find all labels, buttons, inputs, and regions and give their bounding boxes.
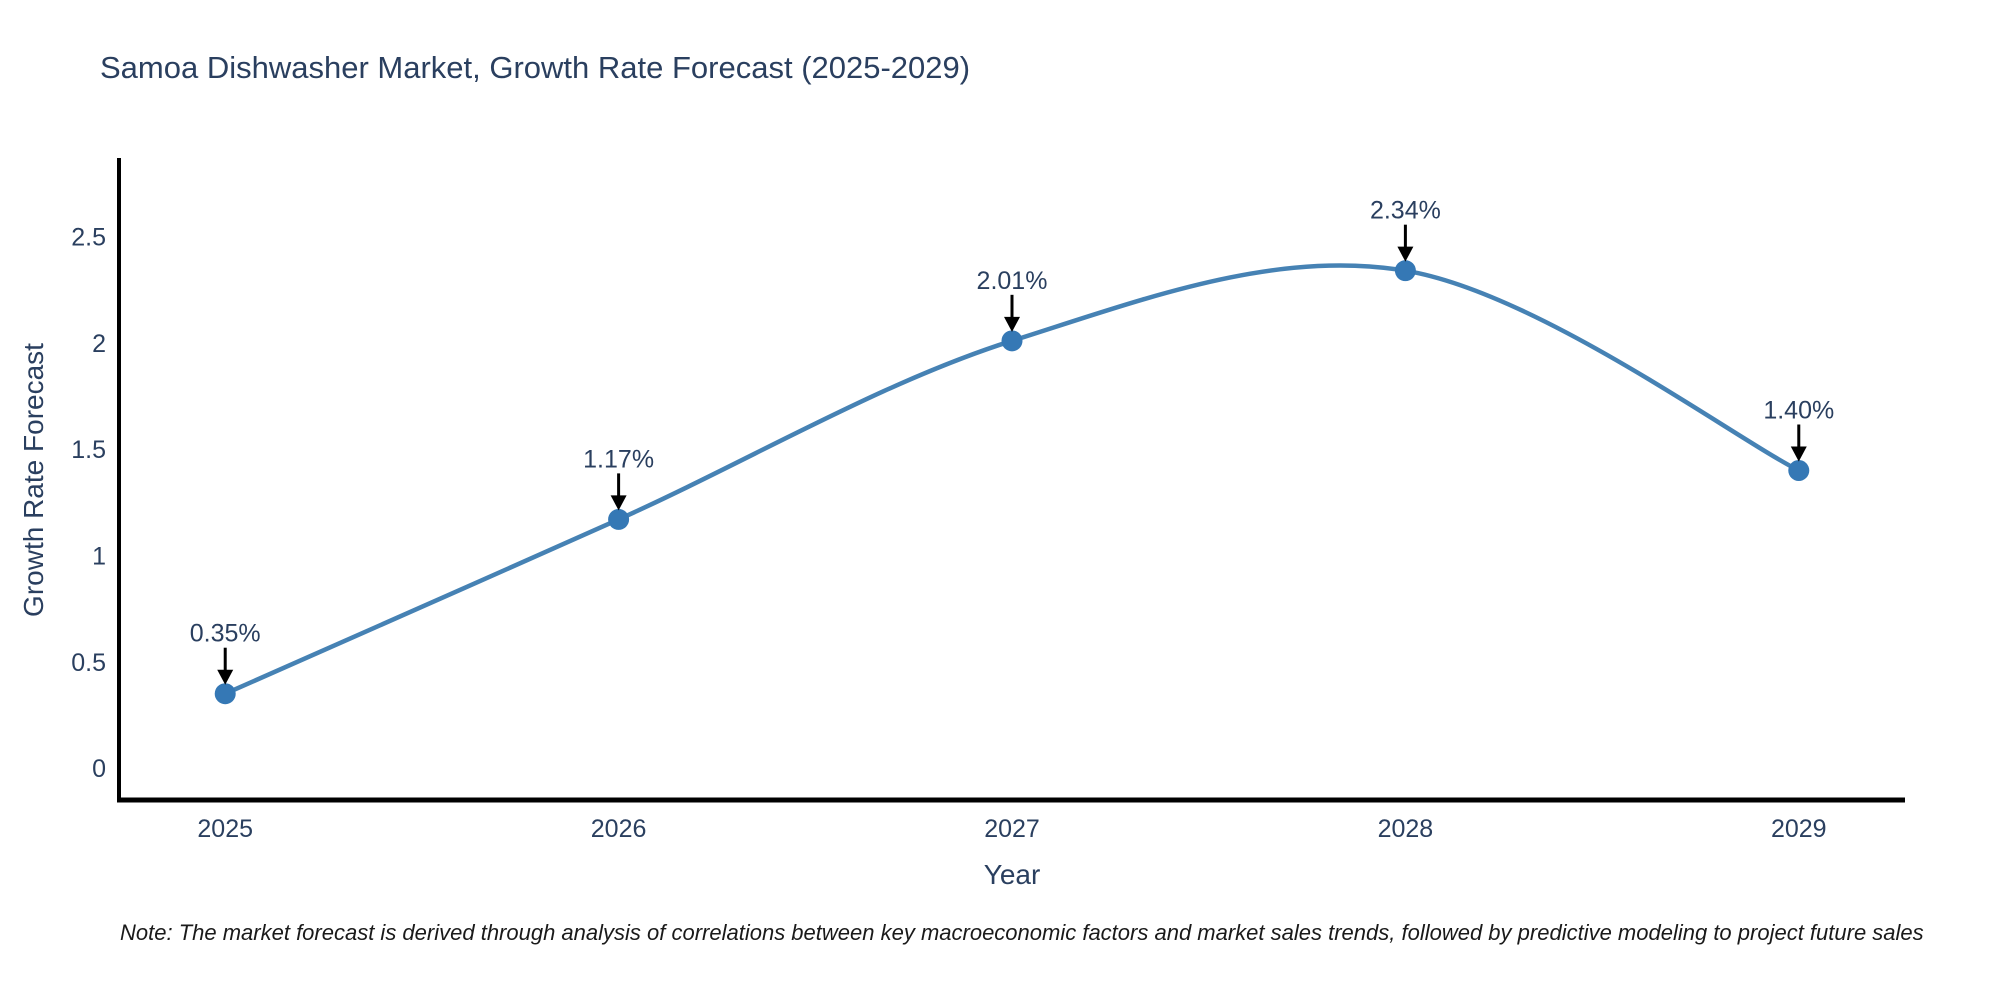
x-tick-label: 2029 [1771, 815, 1827, 843]
x-tick-label: 2026 [591, 815, 647, 843]
data-point-label: 0.35% [190, 620, 261, 648]
y-tick-label: 2.5 [71, 224, 106, 252]
data-point-label: 1.40% [1763, 396, 1834, 424]
x-axis-title: Year [983, 859, 1041, 890]
chart-title: Samoa Dishwasher Market, Growth Rate For… [100, 50, 971, 85]
data-point-label: 2.34% [1370, 197, 1441, 225]
y-tick-label: 0.5 [71, 649, 106, 677]
annotation-arrowhead [1790, 446, 1807, 462]
annotation-arrowhead [1397, 246, 1414, 262]
data-point-marker [1394, 260, 1416, 282]
annotation-arrowhead [217, 669, 234, 685]
data-point-label: 1.17% [583, 445, 654, 473]
data-point-marker [214, 683, 236, 705]
data-point-label: 2.01% [977, 267, 1048, 295]
data-point-marker [1788, 459, 1810, 481]
y-tick-label: 1.5 [71, 436, 106, 464]
y-tick-label: 1 [92, 543, 106, 571]
annotation-arrowhead [1004, 316, 1020, 332]
footnote: Note: The market forecast is derived thr… [120, 920, 1924, 945]
data-point-marker [1001, 330, 1023, 352]
x-tick-label: 2027 [984, 815, 1040, 843]
y-tick-label: 0 [92, 755, 106, 783]
data-point-marker [608, 508, 630, 530]
annotation-arrowhead [610, 495, 627, 511]
y-tick-label: 2 [92, 330, 106, 358]
x-tick-label: 2025 [197, 815, 253, 843]
x-tick-label: 2028 [1378, 815, 1434, 843]
